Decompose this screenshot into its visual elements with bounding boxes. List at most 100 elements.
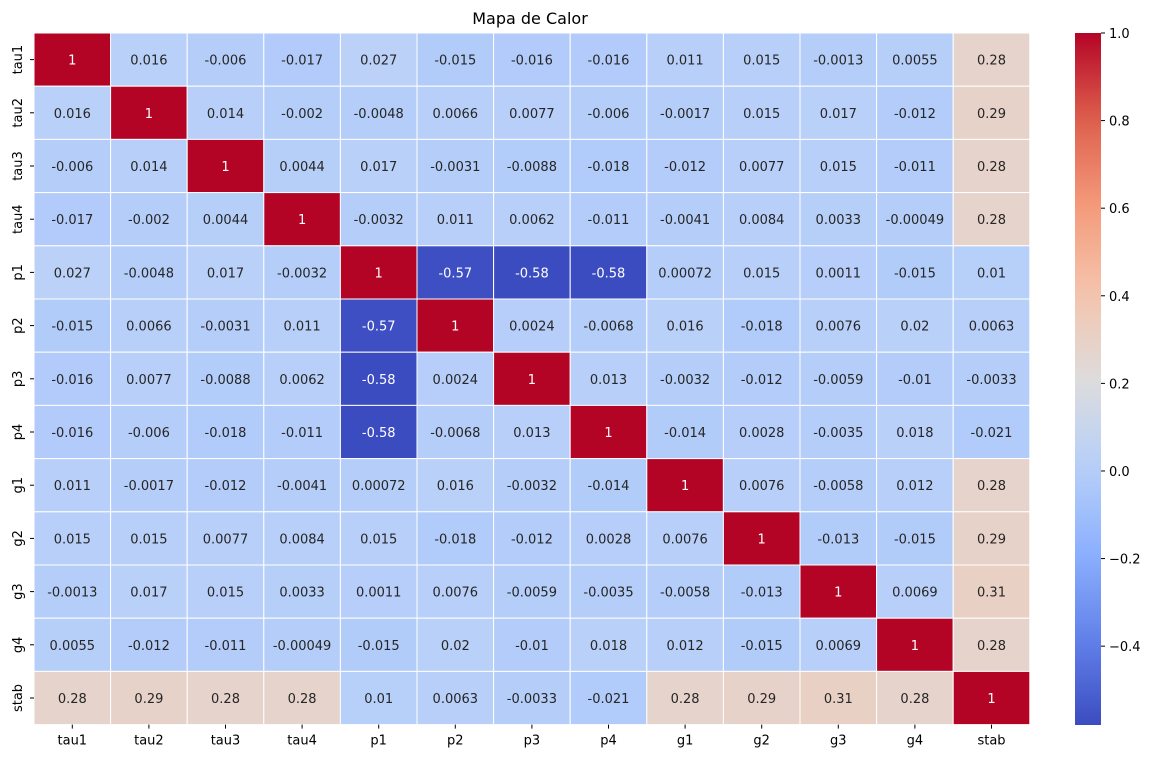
heatmap-cell	[799, 511, 878, 566]
heatmap-cell	[263, 245, 341, 300]
heatmap-cell	[110, 245, 188, 300]
cell-value-label: 0.0024	[509, 320, 555, 335]
heatmap-cell	[569, 458, 648, 513]
cell-value-label: -0.006	[205, 54, 247, 69]
cell-value-label: 0.00072	[658, 266, 712, 281]
y-tick-label: tau3	[11, 151, 26, 181]
cell-value-label: 0.02	[441, 639, 470, 654]
heatmap-cell	[493, 298, 571, 353]
y-axis-ticks: tau1 tau2 tau3 tau4 p1 p2 p3 p4 g1 g2 g3 g4 stab	[11, 45, 34, 712]
cell-value-label: 0.31	[977, 586, 1006, 601]
cell-value-label: -0.00049	[273, 639, 331, 654]
heatmap-cell	[110, 511, 188, 566]
heatmap-cell	[33, 458, 112, 513]
heatmap-cell	[110, 617, 188, 672]
colorbar-tick-label: 1.0	[1109, 27, 1130, 42]
heatmap-cell	[876, 404, 954, 460]
cell-value-label: -0.013	[741, 586, 783, 601]
y-tick-label: stab	[11, 684, 26, 712]
colorbar-tick-label: 0.6	[1109, 202, 1130, 217]
cell-value-label: -0.012	[894, 107, 936, 122]
heatmap-cell	[416, 192, 495, 247]
cell-value-label: -0.015	[741, 639, 783, 654]
heatmap-cell	[186, 138, 265, 194]
heatmap-cell	[722, 32, 801, 87]
y-tick-label: p1	[11, 264, 26, 281]
cell-value-label: -0.0031	[200, 320, 250, 335]
cell-value-label: 0.013	[513, 426, 550, 441]
cell-value-label: 0.01	[977, 266, 1006, 281]
cell-value-label: -0.015	[51, 320, 93, 335]
cell-value-label: -0.58	[362, 373, 396, 388]
cell-value-label: -0.0013	[813, 54, 863, 69]
cell-value-label: 0.012	[666, 639, 703, 654]
cell-value-label: -0.012	[205, 479, 247, 494]
x-tick-label: tau3	[211, 734, 241, 749]
cell-value-label: -0.0033	[966, 373, 1016, 388]
heatmap-cell	[186, 85, 265, 140]
heatmap-cell	[876, 192, 954, 247]
cell-value-label: -0.0059	[813, 373, 863, 388]
heatmap-cell	[263, 85, 341, 140]
heatmap-cell	[339, 298, 418, 353]
x-tick-label: p3	[524, 734, 541, 749]
heatmap-cell	[493, 617, 571, 672]
heatmap-cell	[33, 511, 112, 566]
heatmap-cell	[569, 564, 648, 619]
cell-value-label: 0.017	[207, 266, 244, 281]
cell-value-label: 0.28	[977, 639, 1006, 654]
cell-value-label: -0.012	[511, 532, 553, 547]
cell-value-label: -0.0058	[660, 586, 710, 601]
y-tick-label: g3	[11, 583, 26, 600]
y-tick-label: p3	[11, 371, 26, 388]
cell-value-label: 0.015	[207, 586, 244, 601]
cell-value-label: 0.014	[207, 107, 244, 122]
cell-value-label: 0.017	[360, 160, 397, 175]
heatmap-cell	[876, 458, 954, 513]
cell-value-label: 0.015	[743, 54, 780, 69]
cell-value-label: -0.00049	[886, 213, 944, 228]
cell-value-label: 0.017	[130, 586, 167, 601]
cell-value-label: 0.0011	[356, 586, 402, 601]
heatmap-cell	[33, 192, 112, 247]
cell-value-label: 0.0033	[816, 213, 862, 228]
cell-value-label: -0.021	[971, 426, 1013, 441]
cell-value-label: 0.0044	[203, 213, 249, 228]
cell-value-label: -0.016	[588, 54, 630, 69]
cell-value-label: 0.0055	[892, 54, 938, 69]
heatmap-cell	[186, 351, 265, 406]
heatmap-cell	[876, 670, 954, 726]
cell-value-label: 1	[298, 213, 306, 228]
cell-value-label: -0.58	[362, 426, 396, 441]
cell-value-label: 0.28	[900, 692, 929, 707]
heatmap-cell	[952, 670, 1031, 726]
heatmap-cell	[646, 351, 724, 406]
cell-value-label: -0.006	[51, 160, 93, 175]
heatmap-cell	[339, 85, 418, 140]
cell-value-label: -0.0058	[813, 479, 863, 494]
x-tick-label: g2	[753, 734, 770, 749]
cell-value-label: -0.015	[358, 639, 400, 654]
cell-value-label: -0.0088	[200, 373, 250, 388]
cell-value-label: 0.29	[134, 692, 163, 707]
cell-value-label: -0.021	[588, 692, 630, 707]
cell-value-label: -0.57	[438, 266, 472, 281]
heatmap-cell	[952, 617, 1031, 672]
x-tick-label: g1	[677, 734, 694, 749]
colorbar-tick-label: 0.2	[1109, 377, 1130, 392]
heatmap-cell	[33, 670, 112, 726]
heatmap-cell	[416, 32, 495, 87]
colorbar-tick-label: 0.0	[1109, 465, 1130, 480]
cell-value-label: 0.011	[283, 320, 320, 335]
cell-value-label: 0.015	[820, 160, 857, 175]
cell-value-label: 0.015	[130, 532, 167, 547]
heatmap-cell	[33, 351, 112, 406]
cell-value-label: 0.015	[743, 266, 780, 281]
colorbar-tick-label: −0.4	[1109, 640, 1141, 655]
heatmap-cell	[646, 192, 724, 247]
heatmap-cell	[110, 32, 188, 87]
heatmap-cell	[952, 511, 1031, 566]
cell-value-label: 0.016	[437, 479, 474, 494]
heatmap-cell	[339, 511, 418, 566]
